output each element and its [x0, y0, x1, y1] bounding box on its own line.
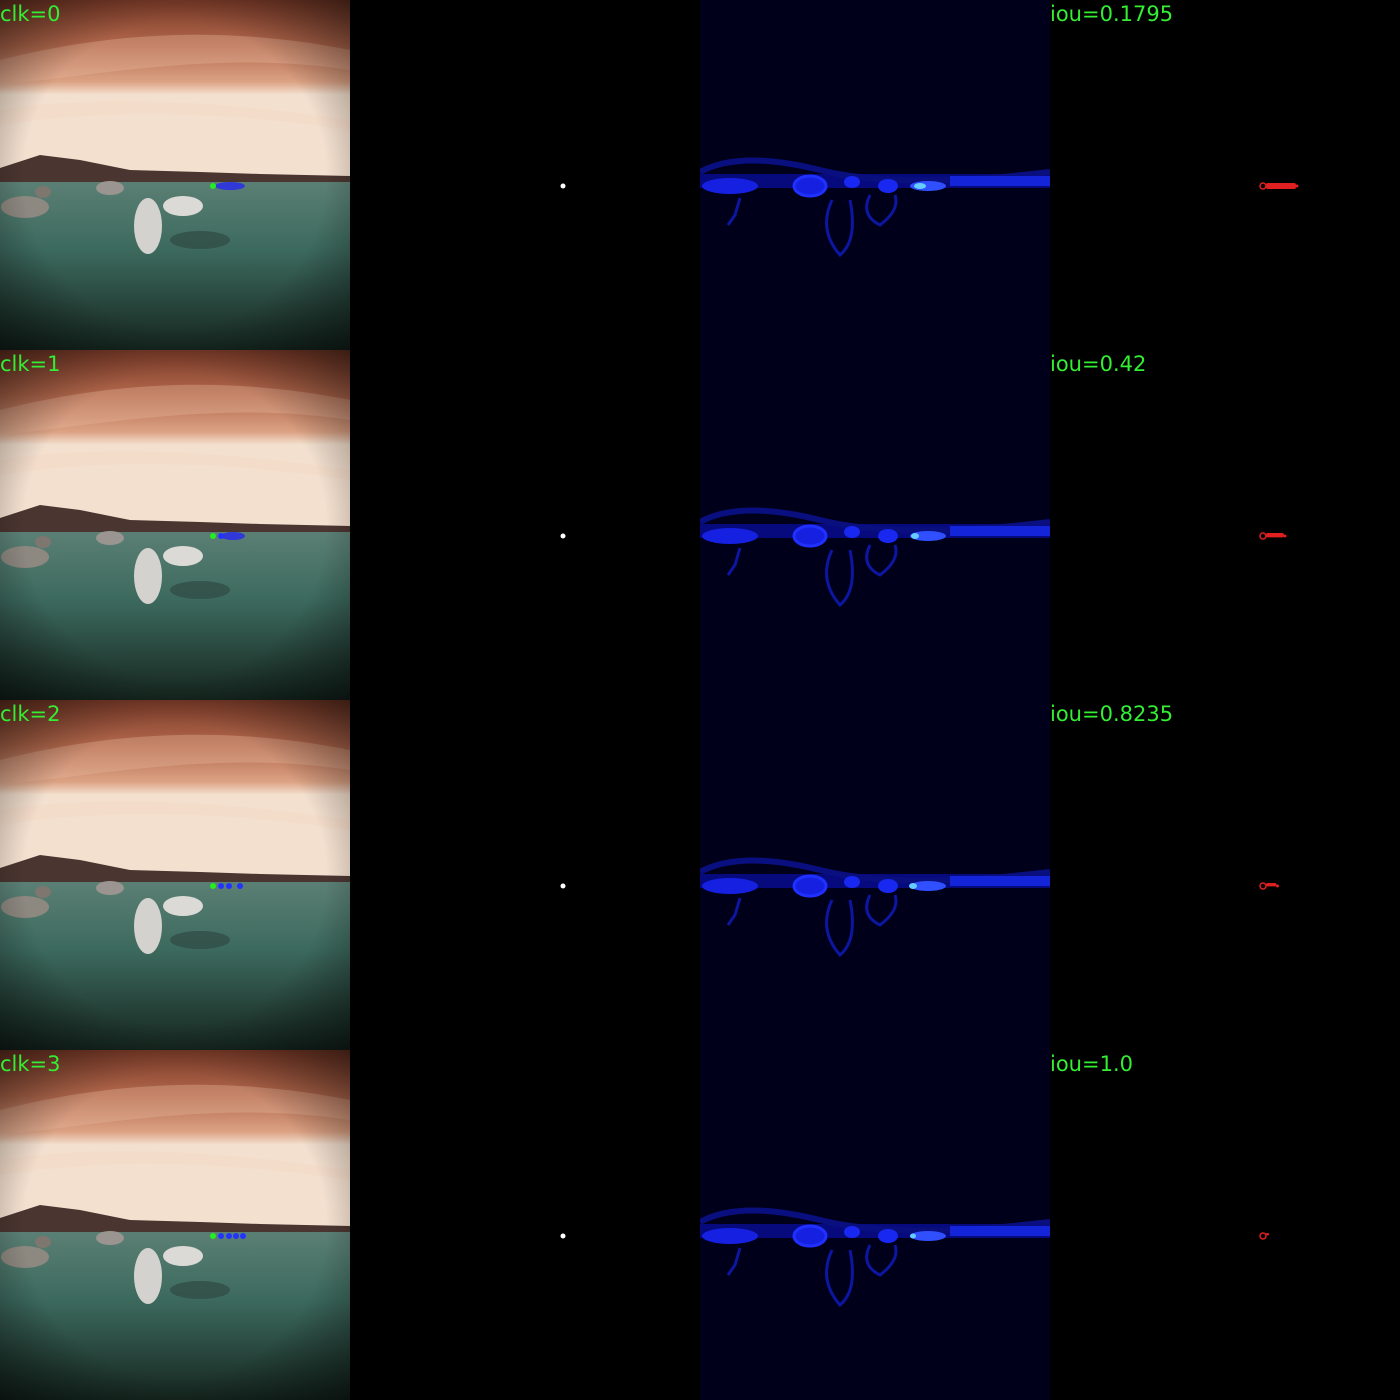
predicted-mask: [560, 883, 566, 889]
probability-heatmap: [700, 157, 1050, 258]
error-region: [1259, 1232, 1269, 1240]
iou-score-label: iou=0.42: [1050, 352, 1147, 376]
error-streak: [1266, 183, 1296, 189]
iou-score-label: iou=0.1795: [1050, 2, 1174, 26]
error-dot: [1295, 184, 1299, 188]
error-ring: [1259, 182, 1267, 190]
predicted-mask-panel: [350, 0, 700, 350]
predicted-mask: [560, 1233, 566, 1239]
error-ring: [1259, 532, 1267, 540]
predicted-mask: [560, 533, 566, 539]
sheep-field-photo: [0, 1050, 350, 1400]
error-map: [1259, 532, 1287, 540]
error-ring: [1259, 882, 1267, 890]
error-region: [1259, 532, 1287, 540]
result-row-2: clk=2 iou=0.82: [0, 700, 1400, 1050]
result-row-1: clk=1 iou=0.42: [0, 350, 1400, 700]
probability-heatmap-panel: [700, 0, 1050, 350]
sheep-field-photo: [0, 700, 350, 1050]
iou-score-label: iou=0.8235: [1050, 702, 1174, 726]
error-streak: [1266, 1233, 1269, 1236]
error-region: [1259, 882, 1279, 890]
error-map: [1259, 1232, 1269, 1240]
sheep-field-photo: [0, 350, 350, 700]
predicted-mask-panel: [350, 1050, 700, 1400]
error-ring: [1259, 1232, 1267, 1240]
probability-heatmap: [700, 507, 1050, 608]
probability-heatmap: [700, 857, 1050, 958]
error-map-panel: iou=1.0: [1050, 1050, 1400, 1400]
predicted-mask-panel: [350, 350, 700, 700]
input-image-panel: clk=0: [0, 0, 350, 350]
click-count-label: clk=3: [0, 1052, 61, 1076]
error-dot: [1283, 534, 1287, 538]
error-map-panel: iou=0.42: [1050, 350, 1400, 700]
error-map: [1259, 882, 1279, 890]
sheep-field-photo: [0, 0, 350, 350]
error-map-panel: iou=0.1795: [1050, 0, 1400, 350]
error-streak: [1266, 533, 1284, 538]
input-image-panel: clk=1: [0, 350, 350, 700]
iou-score-label: iou=1.0: [1050, 1052, 1133, 1076]
error-region: [1259, 182, 1299, 190]
predicted-mask-panel: [350, 700, 700, 1050]
result-row-3: clk=3 iou=1.0: [0, 1050, 1400, 1400]
result-row-0: clk=0 iou=0.17: [0, 0, 1400, 350]
probability-heatmap-panel: [700, 700, 1050, 1050]
error-map: [1259, 182, 1299, 190]
input-image-panel: clk=3: [0, 1050, 350, 1400]
click-count-label: clk=1: [0, 352, 61, 376]
predicted-mask: [560, 183, 566, 189]
input-image-panel: clk=2: [0, 700, 350, 1050]
error-dot: [1276, 884, 1279, 888]
click-count-label: clk=2: [0, 702, 61, 726]
probability-heatmap: [700, 1207, 1050, 1308]
probability-heatmap-panel: [700, 1050, 1050, 1400]
click-count-label: clk=0: [0, 2, 61, 26]
error-streak: [1266, 883, 1277, 887]
error-map-panel: iou=0.8235: [1050, 700, 1400, 1050]
probability-heatmap-panel: [700, 350, 1050, 700]
